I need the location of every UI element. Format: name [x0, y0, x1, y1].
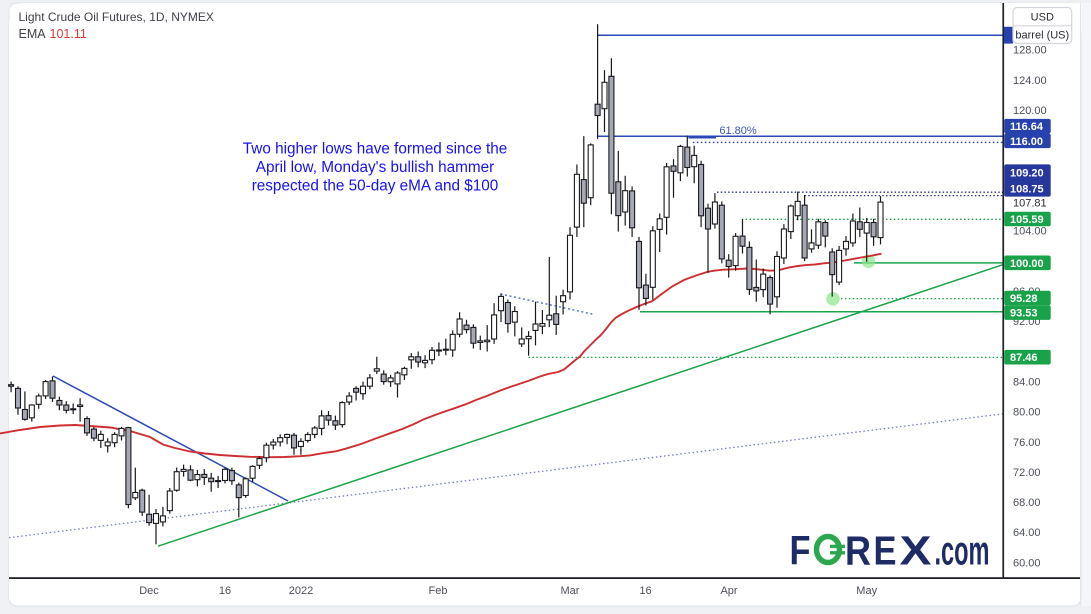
- svg-text:100.00: 100.00: [1010, 258, 1044, 270]
- svg-text:Mar: Mar: [561, 585, 580, 597]
- svg-text:84.00: 84.00: [1013, 376, 1041, 388]
- svg-text:116.00: 116.00: [1010, 136, 1043, 148]
- svg-text:April low, Monday's bullish ha: April low, Monday's bullish hammer: [256, 159, 494, 176]
- svg-text:16: 16: [639, 585, 651, 597]
- svg-text:2022: 2022: [289, 585, 313, 597]
- svg-text:E: E: [874, 528, 897, 574]
- svg-text:respected the 50-day eMA and $: respected the 50-day eMA and $100: [252, 178, 499, 195]
- svg-text:barrel (US): barrel (US): [1015, 29, 1069, 41]
- svg-text:68.00: 68.00: [1013, 497, 1041, 509]
- svg-text:107.81: 107.81: [1013, 197, 1047, 209]
- svg-text:X: X: [900, 528, 932, 574]
- svg-text:80.00: 80.00: [1013, 407, 1041, 419]
- svg-text:87.46: 87.46: [1010, 352, 1038, 364]
- svg-text:109.20: 109.20: [1010, 168, 1044, 180]
- svg-text:Light Crude Oil Futures, 1D, N: Light Crude Oil Futures, 1D, NYMEX: [19, 10, 214, 24]
- svg-text:128.00: 128.00: [1013, 45, 1047, 57]
- svg-text:60.00: 60.00: [1013, 557, 1041, 569]
- svg-text:61.80%: 61.80%: [719, 125, 757, 137]
- svg-text:EMA: EMA: [19, 27, 47, 41]
- svg-text:Apr: Apr: [720, 585, 737, 597]
- svg-text:F: F: [790, 528, 811, 574]
- svg-text:105.59: 105.59: [1010, 214, 1044, 226]
- svg-text:108.75: 108.75: [1010, 183, 1044, 195]
- svg-text:64.00: 64.00: [1013, 527, 1041, 539]
- svg-text:116.64: 116.64: [1010, 121, 1044, 133]
- svg-text:76.00: 76.00: [1013, 437, 1041, 449]
- svg-text:93.53: 93.53: [1010, 308, 1038, 320]
- svg-text:R: R: [845, 528, 871, 574]
- svg-text:Feb: Feb: [429, 585, 448, 597]
- svg-text:.com: .com: [935, 528, 990, 574]
- svg-text:120.00: 120.00: [1013, 105, 1047, 117]
- svg-text:16: 16: [219, 585, 231, 597]
- svg-text:124.00: 124.00: [1013, 75, 1047, 87]
- svg-text:USD: USD: [1031, 12, 1054, 24]
- svg-text:104.00: 104.00: [1013, 226, 1047, 238]
- svg-text:Dec: Dec: [139, 585, 159, 597]
- svg-text:101.11: 101.11: [50, 27, 87, 41]
- svg-text:95.28: 95.28: [1010, 293, 1038, 305]
- svg-text:May: May: [856, 585, 877, 597]
- svg-text:Two higher lows have formed si: Two higher lows have formed since the: [243, 141, 507, 158]
- svg-text:72.00: 72.00: [1013, 467, 1041, 479]
